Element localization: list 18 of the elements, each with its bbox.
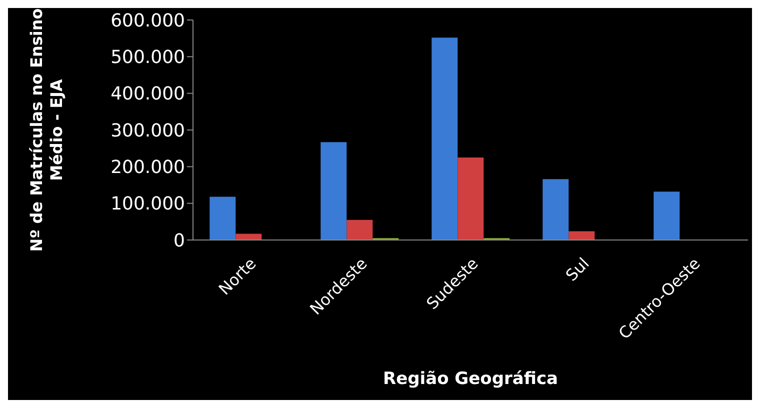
- bar: [432, 38, 458, 240]
- x-axis-title: Região Geográfica: [382, 369, 558, 389]
- bar: [458, 158, 484, 240]
- y-axis-title: Nº de Matrículas no Ensino Médio - EJA: [27, 8, 66, 252]
- bar: [346, 220, 373, 240]
- bar: [320, 142, 347, 240]
- y-tick-label: 600.000: [110, 10, 185, 32]
- y-tick-label: 400.000: [110, 84, 185, 105]
- y-tick-label: 100.000: [110, 194, 185, 215]
- y-tick-label: 200.000: [110, 157, 185, 178]
- bar: [210, 196, 236, 240]
- y-tick-label: 0: [174, 230, 185, 252]
- x-tick-label: Sul: [562, 254, 593, 285]
- bar: [654, 192, 680, 240]
- bar: [568, 231, 595, 240]
- bar: [542, 179, 569, 240]
- y-tick-label: 500.000: [110, 47, 185, 68]
- y-tick-label: 300.000: [110, 120, 185, 142]
